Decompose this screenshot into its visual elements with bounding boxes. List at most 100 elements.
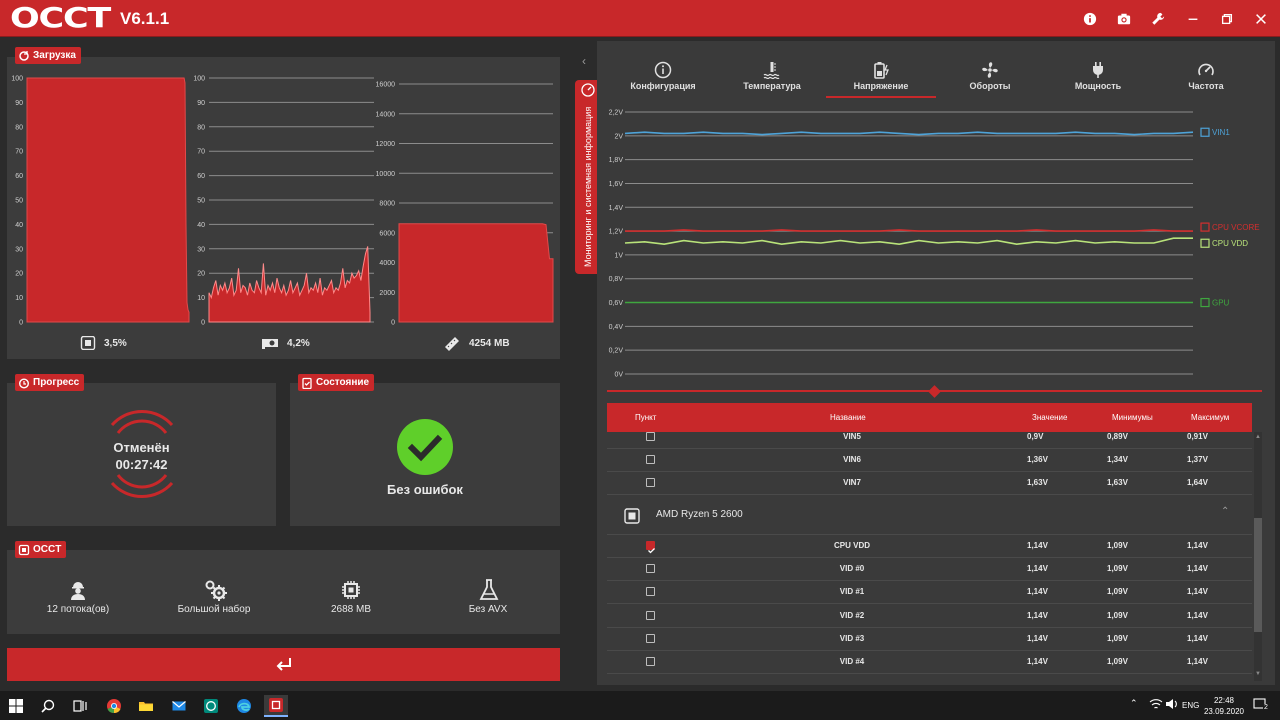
row-max: 1,37V xyxy=(1187,455,1208,464)
tick-label: 40 xyxy=(15,222,23,229)
ram-usage-value: 4254 MB xyxy=(469,338,510,349)
whatsapp-icon[interactable] xyxy=(199,695,223,717)
scroll-up-icon[interactable]: ▲ xyxy=(1255,434,1261,440)
mail-icon[interactable] xyxy=(167,695,191,717)
scroll-down-icon[interactable]: ▼ xyxy=(1255,671,1261,677)
tick-label: 80 xyxy=(15,124,23,131)
row-max: 1,64V xyxy=(1187,478,1208,487)
tick-label: 50 xyxy=(15,198,23,205)
start-test-button[interactable] xyxy=(7,648,560,681)
occt-taskbar-icon[interactable] xyxy=(264,695,288,717)
row-checkbox[interactable] xyxy=(646,432,655,441)
table-row[interactable]: VID #2 1,14V 1,09V 1,14V xyxy=(607,605,1252,628)
occt-badge: OCCT xyxy=(15,541,67,558)
row-checkbox[interactable] xyxy=(646,610,655,620)
row-value: 1,14V xyxy=(1027,633,1048,643)
row-value: 1,36V xyxy=(1027,455,1048,464)
volume-icon[interactable] xyxy=(1165,697,1179,711)
tick-label: 0,6V xyxy=(609,300,624,307)
row-max: 1,14V xyxy=(1187,657,1208,666)
table-row[interactable]: VID #0 1,14V 1,09V 1,14V xyxy=(607,558,1252,582)
tab-voltage[interactable]: Напряжение xyxy=(826,60,936,100)
wrench-icon[interactable] xyxy=(1148,9,1168,29)
tick-label: 16000 xyxy=(376,82,396,89)
row-min: 0,89V xyxy=(1107,432,1128,441)
tick-label: 70 xyxy=(15,149,23,156)
camera-icon[interactable] xyxy=(1114,9,1134,29)
col-value[interactable]: Значение xyxy=(1032,413,1068,422)
tab-frequency-label: Частота xyxy=(1188,81,1224,91)
row-value: 1,14V xyxy=(1027,587,1048,597)
monitoring-side-tab[interactable] xyxy=(575,80,601,274)
tick-label: 100 xyxy=(193,76,205,83)
tab-power[interactable]: Мощность xyxy=(1043,60,1153,100)
col-name[interactable]: Название xyxy=(830,413,866,422)
row-min: 1,09V xyxy=(1107,587,1128,597)
info-icon[interactable] xyxy=(1080,9,1100,29)
network-icon[interactable] xyxy=(1149,697,1163,711)
device-group-header[interactable]: AMD Ryzen 5 2600 ⌃ xyxy=(607,495,1252,535)
table-row[interactable]: VID #3 1,14V 1,09V 1,14V xyxy=(607,628,1252,651)
language-indicator[interactable]: ENG xyxy=(1182,701,1200,710)
tick-label: 10 xyxy=(197,295,205,302)
row-checkbox[interactable] xyxy=(646,657,655,666)
tick-label: 2V xyxy=(614,133,623,140)
clock-time[interactable]: 22:48 xyxy=(1213,696,1235,705)
close-icon[interactable] xyxy=(1251,9,1271,29)
row-checkbox[interactable] xyxy=(646,541,655,554)
row-min: 1,34V xyxy=(1107,455,1128,464)
thermometer-icon xyxy=(717,60,827,80)
table-row[interactable]: VID #4 1,14V 1,09V 1,14V xyxy=(607,651,1252,674)
minimize-icon[interactable] xyxy=(1183,9,1203,29)
table-row[interactable]: VID #1 1,14V 1,09V 1,14V xyxy=(607,581,1252,605)
clock-date[interactable]: 23.09.2020 xyxy=(1203,707,1245,716)
battery-icon xyxy=(826,60,936,80)
col-item[interactable]: Пункт xyxy=(635,413,657,422)
tab-frequency[interactable]: Частота xyxy=(1151,60,1261,100)
restore-icon[interactable] xyxy=(1217,9,1237,29)
cpu-icon xyxy=(624,508,640,524)
col-min[interactable]: Минимумы xyxy=(1112,413,1153,422)
tick-label: 80 xyxy=(197,124,205,131)
search-icon[interactable] xyxy=(36,695,60,717)
row-min: 1,09V xyxy=(1107,633,1128,643)
collapse-chevron-icon[interactable]: ‹ xyxy=(582,54,586,68)
tray-chevron-icon[interactable]: ⌃ xyxy=(1130,698,1138,708)
edge-icon[interactable] xyxy=(232,695,256,717)
collapse-chevron-icon[interactable]: ⌃ xyxy=(1221,506,1230,517)
load-badge-label: Загрузка xyxy=(33,50,76,61)
task-view-icon[interactable] xyxy=(68,695,92,717)
table-row[interactable]: VIN7 1,63V 1,63V 1,64V xyxy=(607,472,1252,495)
row-checkbox[interactable] xyxy=(646,478,655,487)
tab-configuration[interactable]: Конфигурация xyxy=(608,60,718,100)
tick-label: 0 xyxy=(19,320,23,327)
row-checkbox[interactable] xyxy=(646,455,655,464)
gauge-icon xyxy=(1151,60,1261,80)
row-max: 1,14V xyxy=(1187,564,1208,574)
file-explorer-icon[interactable] xyxy=(134,695,158,717)
tick-label: 10000 xyxy=(376,171,396,178)
row-checkbox[interactable] xyxy=(646,587,655,597)
state-badge: Состояние xyxy=(298,374,375,391)
tick-label: 6000 xyxy=(379,230,395,237)
notifications-icon[interactable] xyxy=(1252,697,1268,713)
tick-label: 30 xyxy=(15,246,23,253)
tab-temperature[interactable]: Температура xyxy=(717,60,827,100)
device-group-name: AMD Ryzen 5 2600 xyxy=(656,509,743,520)
plug-icon xyxy=(1043,60,1153,80)
table-scrollbar-thumb[interactable] xyxy=(1254,518,1262,632)
refresh-icon xyxy=(19,50,29,61)
table-row[interactable]: VIN5 0,9V 0,89V 0,91V xyxy=(607,432,1252,449)
tick-label: 14000 xyxy=(376,111,396,118)
tab-fans[interactable]: Обороты xyxy=(935,60,1045,100)
row-checkbox[interactable] xyxy=(646,564,655,574)
row-value: 1,14V xyxy=(1027,541,1048,550)
table-row[interactable]: VIN6 1,36V 1,34V 1,37V xyxy=(607,449,1252,472)
cpu-icon xyxy=(80,335,96,351)
progress-panel xyxy=(7,383,276,526)
col-max[interactable]: Максимум xyxy=(1191,413,1230,422)
table-row[interactable]: CPU VDD 1,14V 1,09V 1,14V xyxy=(607,535,1252,558)
chrome-icon[interactable] xyxy=(102,695,126,717)
windows-start-icon[interactable] xyxy=(4,695,28,717)
row-checkbox[interactable] xyxy=(646,633,655,643)
